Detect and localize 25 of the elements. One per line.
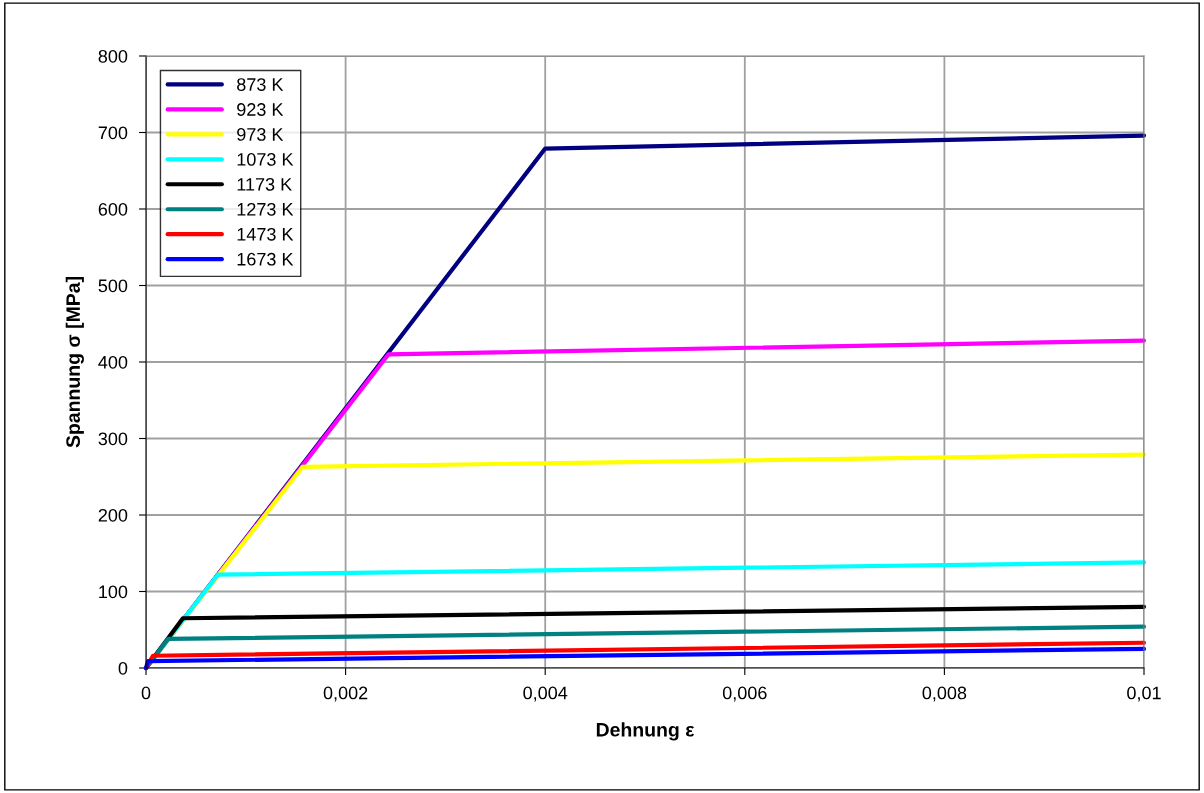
- legend-label: 1673 K: [237, 252, 294, 266]
- y-tick-label: 400: [98, 355, 128, 369]
- legend-label: 1473 K: [237, 227, 294, 241]
- y-tick-label: 500: [98, 279, 128, 293]
- x-tick-label: 0,002: [323, 686, 368, 702]
- y-tick-label: 700: [98, 126, 128, 140]
- y-tick-label: 100: [99, 585, 128, 599]
- y-axis-title: Spannung σ [MPa]: [65, 277, 84, 448]
- legend-label: 1173 K: [237, 177, 292, 191]
- y-tick-label: 200: [98, 508, 128, 522]
- x-tick-label: 0: [141, 686, 151, 700]
- x-tick-label: 0,01: [1127, 686, 1161, 702]
- legend-label: 973 K: [237, 128, 284, 141]
- legend-label: 923 K: [237, 103, 284, 116]
- x-tick-label: 0,006: [722, 686, 767, 702]
- x-axis-title: Dehnung ε: [596, 722, 695, 741]
- y-tick-label: 300: [98, 432, 128, 446]
- legend-label: 1073 K: [237, 153, 294, 166]
- legend-label: 1273 K: [237, 202, 294, 216]
- x-tick-label: 0,008: [922, 686, 967, 702]
- y-tick-label: 0: [118, 661, 128, 675]
- y-tick-label: 800: [98, 49, 128, 63]
- legend-label: 873 K: [237, 78, 284, 91]
- x-tick-label: 0,004: [523, 686, 568, 702]
- y-tick-label: 600: [98, 202, 128, 216]
